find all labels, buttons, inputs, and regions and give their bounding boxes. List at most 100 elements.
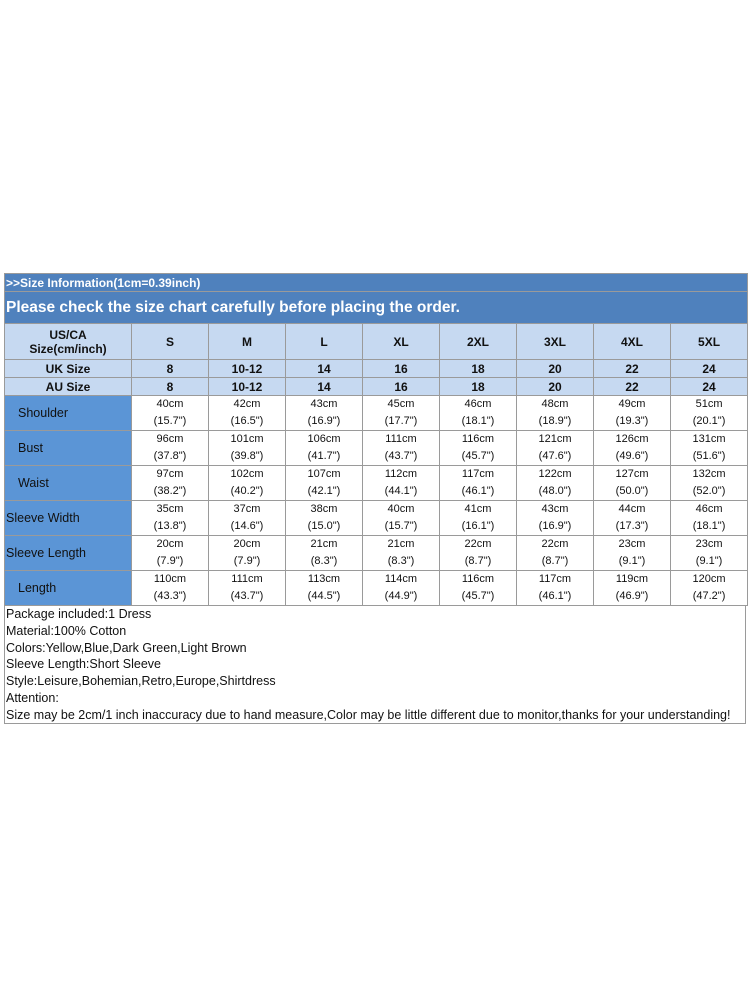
- measure-row: Sleeve Width 35cm (13.8") 37cm (14.6") 38cm (1…: [4, 500, 749, 536]
- conversion-value: 10-12: [208, 359, 286, 378]
- measure-cell: 114cm (44.9"): [362, 570, 440, 606]
- corner-cell: US/CA Size(cm/inch): [4, 323, 132, 360]
- conversion-value: 14: [285, 359, 363, 378]
- cm-value: 131cm: [692, 433, 726, 445]
- cm-value: 107cm: [307, 468, 341, 480]
- cm-value: 116cm: [461, 573, 495, 585]
- measure-cell: 110cm (43.3"): [131, 570, 209, 606]
- inch-value: (17.7"): [384, 415, 418, 427]
- measure-cell: 21cm (8.3"): [285, 535, 363, 571]
- measure-label: Waist: [4, 465, 132, 501]
- cm-value: 120cm: [692, 573, 726, 585]
- inch-value: (45.7"): [461, 590, 495, 602]
- cm-value: 35cm: [156, 503, 184, 515]
- measure-cell: 131cm (51.6"): [669, 430, 749, 466]
- measure-cell: 132cm (52.0"): [669, 465, 749, 501]
- corner-line: Size(cm/inch): [29, 341, 107, 356]
- cm-value: 117cm: [538, 573, 572, 585]
- inch-value: (52.0"): [692, 485, 726, 497]
- measure-cell: 22cm (8.7"): [439, 535, 517, 571]
- cm-value: 43cm: [541, 503, 569, 515]
- inch-value: (46.1"): [538, 590, 572, 602]
- cm-value: 43cm: [310, 398, 338, 410]
- inch-value: (48.0"): [538, 485, 572, 497]
- inch-value: (43.7"): [384, 450, 418, 462]
- conversion-value: 16: [362, 359, 440, 378]
- inch-value: (16.9"): [307, 415, 341, 427]
- measure-cell: 119cm (46.9"): [593, 570, 671, 606]
- measure-cell: 49cm (19.3"): [593, 395, 671, 431]
- measure-row: Sleeve Length 20cm (7.9") 20cm (7.9") 21cm (8.…: [4, 535, 749, 571]
- inch-value: (18.1"): [692, 520, 726, 532]
- conversion-value: 22: [593, 377, 671, 396]
- inch-value: (38.2"): [153, 485, 187, 497]
- cm-value: 97cm: [156, 468, 184, 480]
- cm-value: 23cm: [618, 538, 646, 550]
- inch-value: (16.1"): [461, 520, 495, 532]
- size-label: S: [131, 323, 209, 360]
- note-line: Material:100% Cotton: [6, 623, 127, 638]
- measure-label: Shoulder: [4, 395, 132, 431]
- inch-value: (8.7"): [541, 555, 569, 567]
- notice-cell: Please check the size chart carefully be…: [3, 291, 749, 324]
- measure-cell: 20cm (7.9"): [208, 535, 286, 571]
- measure-cell: 127cm (50.0"): [593, 465, 671, 501]
- cm-value: 22cm: [541, 538, 569, 550]
- measure-cell: 41cm (16.1"): [439, 500, 517, 536]
- cm-value: 51cm: [695, 398, 723, 410]
- inch-value: (51.6"): [692, 450, 726, 462]
- cm-value: 96cm: [156, 433, 184, 445]
- cm-value: 45cm: [387, 398, 415, 410]
- cm-value: 101cm: [230, 433, 264, 445]
- conversion-value: 20: [516, 377, 594, 396]
- inch-value: (14.6"): [230, 520, 264, 532]
- conversion-value: 14: [285, 377, 363, 396]
- notice-row: Please check the size chart carefully be…: [3, 291, 749, 324]
- size-header-row: US/CA Size(cm/inch) S M L XL 2XL 3XL 4XL 5XL: [4, 323, 749, 360]
- cm-value: 20cm: [233, 538, 261, 550]
- note-line: Attention:: [6, 690, 59, 705]
- cm-value: 110cm: [153, 573, 187, 585]
- cm-value: 41cm: [464, 503, 492, 515]
- inch-value: (43.3"): [153, 590, 187, 602]
- inch-value: (7.9"): [156, 555, 184, 567]
- corner-line: US/CA: [49, 327, 87, 342]
- measure-cell: 116cm (45.7"): [439, 430, 517, 466]
- cm-value: 40cm: [387, 503, 415, 515]
- conversion-label: AU Size: [4, 377, 132, 396]
- cm-value: 116cm: [461, 433, 495, 445]
- cm-value: 21cm: [310, 538, 338, 550]
- inch-value: (49.6"): [615, 450, 649, 462]
- conversion-value: 8: [131, 359, 209, 378]
- size-table: >>Size Information(1cm=0.39inch) Please c…: [3, 273, 749, 606]
- cm-value: 102cm: [230, 468, 264, 480]
- inch-value: (20.1"): [692, 415, 726, 427]
- inch-value: (9.1"): [695, 555, 723, 567]
- size-label: 2XL: [439, 323, 517, 360]
- measure-cell: 120cm (47.2"): [669, 570, 749, 606]
- inch-value: (44.1"): [384, 485, 418, 497]
- inch-value: (13.8"): [153, 520, 187, 532]
- measure-cell: 40cm (15.7"): [362, 500, 440, 536]
- inch-value: (7.9"): [233, 555, 261, 567]
- inch-value: (46.9"): [615, 590, 649, 602]
- measure-cell: 113cm (44.5"): [285, 570, 363, 606]
- measure-cell: 46cm (18.1"): [669, 500, 749, 536]
- conversion-value: 24: [669, 377, 749, 396]
- cm-value: 127cm: [615, 468, 649, 480]
- note-line: Colors:Yellow,Blue,Dark Green,Light Brow…: [6, 640, 247, 655]
- size-label: 3XL: [516, 323, 594, 360]
- measure-cell: 117cm (46.1"): [516, 570, 594, 606]
- measure-cell: 43cm (16.9"): [516, 500, 594, 536]
- measure-cell: 97cm (38.2"): [131, 465, 209, 501]
- measure-label: Sleeve Width: [4, 500, 132, 536]
- measure-cell: 121cm (47.6"): [516, 430, 594, 466]
- cm-value: 40cm: [156, 398, 184, 410]
- inch-value: (19.3"): [615, 415, 649, 427]
- measure-cell: 96cm (37.8"): [131, 430, 209, 466]
- cm-value: 37cm: [233, 503, 261, 515]
- conversion-value: 10-12: [208, 377, 286, 396]
- cm-value: 21cm: [387, 538, 415, 550]
- measure-label: Bust: [4, 430, 132, 466]
- inch-value: (47.2"): [692, 590, 726, 602]
